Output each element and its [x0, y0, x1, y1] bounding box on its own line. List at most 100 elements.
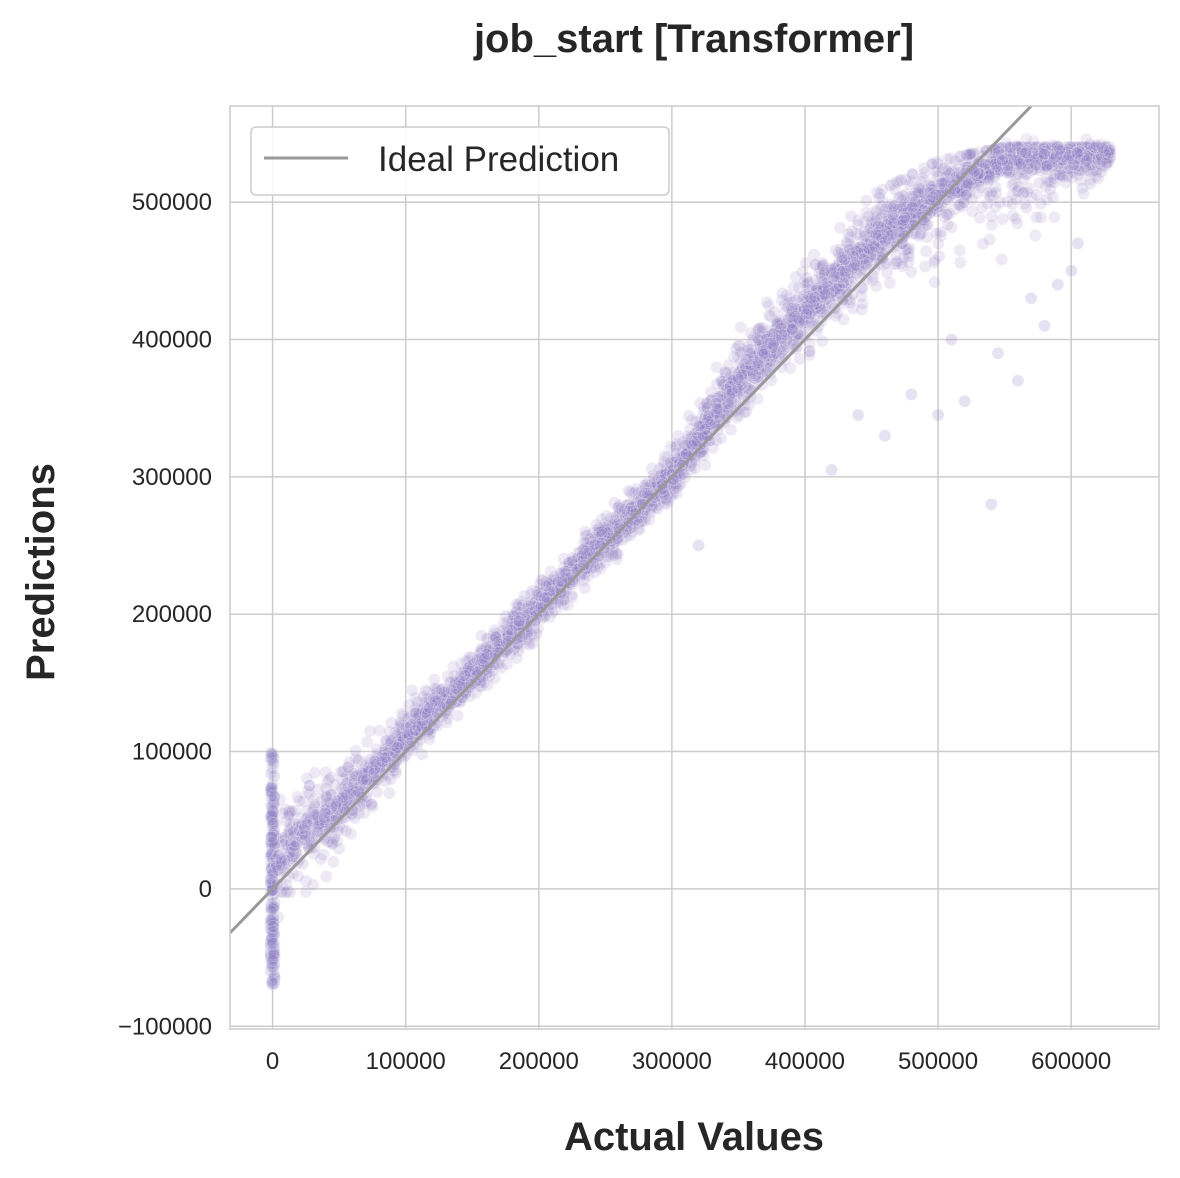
scatter-point — [539, 579, 553, 593]
scatter-point — [481, 632, 495, 646]
scatter-point — [1033, 152, 1047, 166]
scatter-point — [1063, 150, 1077, 163]
scatter-point — [571, 552, 585, 566]
scatter-point — [270, 852, 283, 866]
scatter-point — [692, 429, 706, 442]
scatter-point — [1019, 132, 1033, 146]
scatter-point — [929, 185, 943, 199]
scatter-point — [409, 713, 423, 727]
scatter-point — [862, 242, 876, 256]
scatter-point — [405, 728, 419, 742]
scatter-point — [844, 264, 858, 278]
x-tick-label: 200000 — [499, 1048, 579, 1075]
scatter-point — [1003, 141, 1017, 155]
scatter-point — [733, 339, 747, 353]
scatter-point — [397, 751, 410, 764]
scatter-point — [963, 151, 977, 165]
scatter-point — [1095, 148, 1108, 162]
scatter-point — [1082, 149, 1096, 163]
scatter-point — [448, 674, 462, 688]
scatter-point — [808, 287, 822, 301]
scatter-point — [1011, 374, 1025, 388]
scatter-point — [998, 157, 1011, 171]
scatter-point — [502, 628, 515, 642]
scatter-point — [867, 225, 881, 239]
scatter-point — [719, 411, 732, 425]
scatter-point — [825, 463, 838, 477]
scatter-point — [919, 244, 933, 258]
scatter-point — [847, 261, 861, 275]
scatter-point — [928, 275, 941, 289]
scatter-point — [336, 785, 350, 799]
scatter-point — [984, 160, 998, 174]
scatter-point — [751, 356, 765, 369]
scatter-point — [886, 234, 899, 248]
scatter-point — [979, 157, 992, 171]
scatter-point — [355, 772, 369, 785]
scatter-point — [989, 186, 1003, 200]
scatter-point — [1070, 143, 1084, 157]
scatter-point — [642, 513, 656, 526]
scatter-point — [266, 817, 280, 830]
y-tick-label: 0 — [199, 876, 212, 903]
scatter-point — [776, 328, 790, 342]
scatter-point — [271, 910, 285, 924]
scatter-point — [500, 624, 514, 638]
scatter-point — [326, 855, 340, 869]
plot-area — [230, 106, 1117, 991]
scatter-point — [1024, 291, 1038, 305]
scatter-point — [804, 291, 818, 305]
scatter-point — [386, 732, 400, 746]
scatter-point — [1051, 278, 1065, 292]
scatter-point — [556, 593, 570, 606]
scatter-point — [1018, 153, 1032, 167]
scatter-point — [530, 627, 543, 641]
scatter-point — [1016, 148, 1030, 162]
scatter-point — [996, 147, 1010, 161]
scatter-point — [549, 603, 562, 617]
scatter-point — [397, 709, 411, 723]
scatter-point — [910, 205, 924, 219]
scatter-point — [707, 408, 721, 422]
x-axis-ticks: 0 100000 200000 300000 400000 500000 600000 — [266, 1048, 1111, 1075]
scatter-point — [392, 737, 406, 751]
scatter-point — [876, 209, 890, 223]
scatter-point — [826, 289, 839, 303]
scatter-point — [309, 812, 323, 825]
scatter-point — [512, 618, 525, 632]
scatter-point — [584, 542, 598, 556]
scatter-point — [282, 809, 296, 822]
y-tick-label: −100000 — [118, 1013, 212, 1040]
scatter-point — [481, 642, 495, 656]
scatter-point — [1038, 319, 1051, 333]
scatter-point — [714, 404, 728, 418]
scatter-point — [964, 165, 978, 179]
scatter-point — [1090, 144, 1104, 158]
scatter-point — [776, 339, 790, 353]
scatter-point — [301, 785, 315, 798]
scatter-point — [304, 821, 318, 834]
scatter-point — [983, 233, 997, 246]
scatter-point — [418, 703, 432, 716]
scatter-point — [608, 496, 621, 510]
scatter-point — [753, 359, 766, 373]
scatter-point — [750, 359, 764, 373]
scatter-point — [745, 334, 759, 347]
scatter-point — [306, 878, 320, 892]
scatter-point — [736, 365, 750, 379]
scatter-point — [604, 519, 618, 532]
scatter-point — [346, 783, 360, 797]
scatter-point — [1039, 180, 1053, 194]
scatter-point — [670, 478, 684, 492]
scatter-point — [735, 383, 749, 397]
scatter-point — [1073, 153, 1087, 167]
scatter-point — [265, 836, 279, 849]
y-tick-label: 400000 — [132, 326, 212, 353]
x-tick-label: 300000 — [632, 1048, 712, 1075]
scatter-point — [560, 575, 573, 589]
scatter-point — [515, 595, 529, 609]
x-tick-label: 0 — [266, 1048, 279, 1075]
scatter-point — [851, 218, 865, 232]
